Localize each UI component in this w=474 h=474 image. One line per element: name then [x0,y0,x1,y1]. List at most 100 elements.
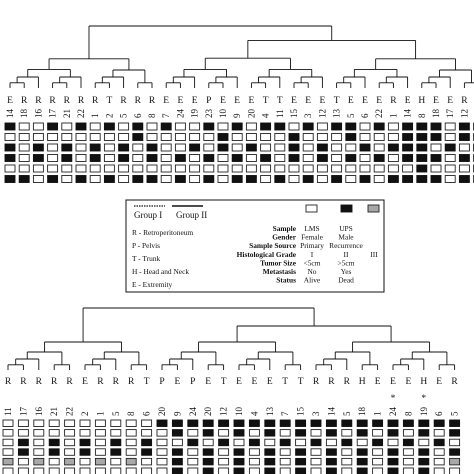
grid-cell [174,164,186,173]
case-number: 13 [265,407,275,417]
grid-cell [387,457,399,466]
grid-cell [458,143,470,152]
grid-cell [444,154,456,162]
grid-cell [218,467,230,474]
grid-cell [248,429,260,437]
grid-cell [103,175,115,183]
grid-cell [279,467,291,474]
case-number: 20 [246,109,256,119]
grid-cell [125,467,137,474]
grid-cell [359,133,371,141]
grid-cell [373,143,385,152]
legend-attribute-value: >5cm [338,258,355,267]
case-number: 17 [445,109,455,119]
site-label: T [298,377,304,387]
grid-cell [458,133,470,141]
grid-cell [444,164,456,173]
grid-cell [402,143,414,152]
grid-cell [189,164,201,173]
grid-cell [387,448,399,456]
case-number: 14 [326,407,336,417]
legend-attribute-value: Dead [338,276,354,285]
grid-cell [458,164,470,173]
grid-cell [64,467,76,474]
grid-cell [18,154,30,162]
case-number: 1 [388,114,398,119]
site-label: R [135,96,142,106]
grid-cell [171,467,183,474]
grid-cell [189,143,201,152]
site-label: E [163,96,169,106]
grid-cell [32,175,44,183]
legend-attribute-value: Recurrence [329,241,363,250]
grid-cell [171,457,183,466]
case-number: 3 [311,411,321,416]
grid-cell [141,438,153,447]
grid-cell [416,154,428,162]
case-number: 2 [80,412,90,417]
site-label: E [234,96,240,106]
grid-cell [141,457,153,466]
grid-cell [387,122,399,131]
legend-attribute-value: III [370,250,378,259]
grid-cell [156,448,168,456]
grid-cell [372,438,384,447]
grid-cell [110,419,122,427]
grid-cell [433,448,445,456]
grid-cell [302,164,314,173]
grid-cell [325,429,337,437]
grid-cell [345,122,357,131]
grid-cell [387,419,399,427]
grid-cell [295,457,307,466]
site-label: R [51,377,58,387]
grid-cell [118,164,130,173]
grid-cell [64,438,76,447]
grid-cell [79,457,91,466]
grid-cell [48,438,60,447]
case-number: 9 [172,411,182,416]
site-label: R [78,96,85,106]
grid-cell [189,122,201,131]
grid-cell [171,438,183,447]
site-label: E [405,96,411,106]
case-number: 21 [49,407,59,416]
legend-attributes: Sample LMS UPS Gender Female Male Sample Sourc… [237,224,379,285]
case-number: 10 [234,407,244,417]
grid-cell [248,438,260,447]
legend-site-r: R - Retroperitoneum [132,228,193,237]
site-label: T [263,96,269,106]
grid-cell [174,154,186,162]
grid-cell [430,164,442,173]
grid-cell [118,122,130,131]
site-label: T [144,377,150,387]
grid-cell [146,143,158,152]
site-label: E [220,96,226,106]
case-number: 1 [95,412,105,417]
grid-cell [156,457,168,466]
grid-cell [110,467,122,474]
grid-cell [248,467,260,474]
grid-cell [345,143,357,152]
site-label: E [390,377,396,387]
swatch-white [305,204,318,213]
grid-cell [89,143,101,152]
grid-cell [47,143,59,152]
grid-cell [118,154,130,162]
grid-cell [94,429,106,437]
grid-cell [302,122,314,131]
grid-cell [187,438,199,447]
grid-cell [402,122,414,131]
grid-cell [356,467,368,474]
grid-cell [203,154,215,162]
case-number: 22 [65,407,75,416]
grid-cell [231,143,243,152]
grid-cell [17,438,29,447]
site-label: H [420,377,427,387]
grid-cell [387,438,399,447]
grid-cell [245,154,257,162]
grid-cell [203,133,215,141]
grid-cell [75,133,87,141]
grid-cell [132,154,144,162]
grid-cell [48,429,60,437]
case-number: 7 [280,411,290,416]
